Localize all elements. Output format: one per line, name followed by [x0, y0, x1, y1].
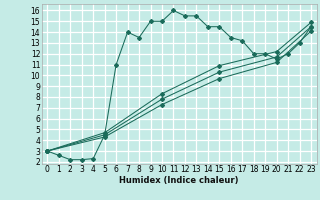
X-axis label: Humidex (Indice chaleur): Humidex (Indice chaleur) — [119, 176, 239, 185]
